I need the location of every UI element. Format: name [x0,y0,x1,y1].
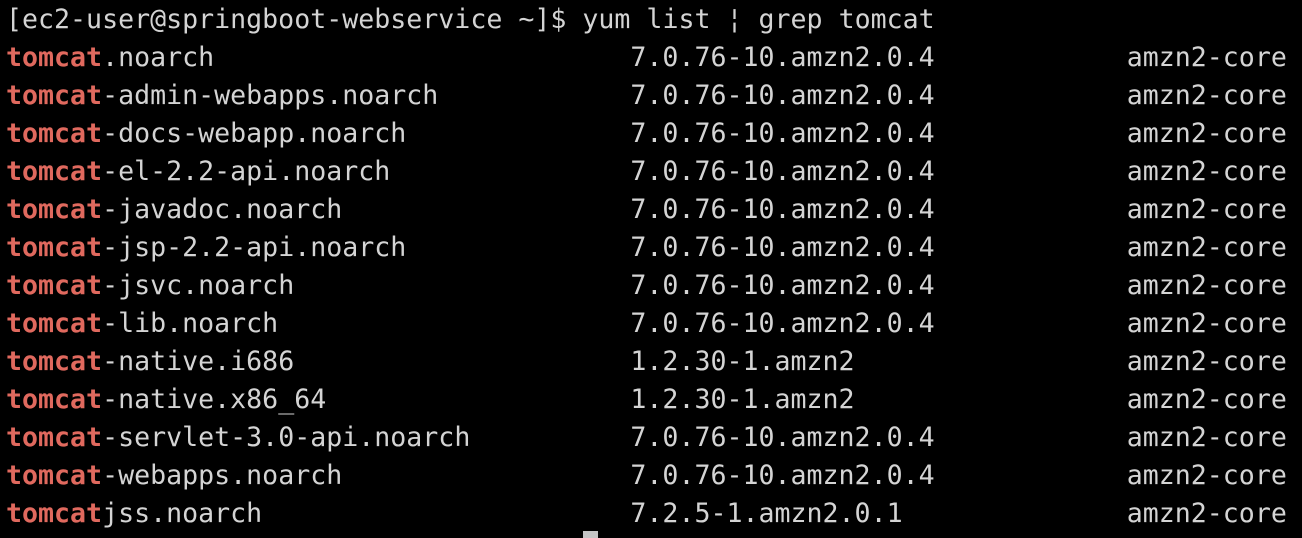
package-repo: amzn2-core [1126,118,1287,149]
package-repo: amzn2-core [1126,232,1287,263]
package-row: tomcat-jsvc.noarch 7.0.76-10.amzn2.0.4 amz… [6,267,1302,305]
package-version: 7.0.76-10.amzn2.0.4 [630,232,935,263]
package-name-rest: -servlet-3.0-api.noarch [102,422,471,453]
package-version: 7.0.76-10.amzn2.0.4 [630,42,935,73]
grep-match: tomcat [6,460,103,491]
package-name-rest: .noarch [102,42,215,73]
package-repo: amzn2-core [1126,80,1287,111]
package-repo: amzn2-core [1126,384,1287,415]
package-name: tomcat.noarch [6,39,630,77]
package-repo: amzn2-core [1126,156,1287,187]
package-repo: amzn2-core [1126,460,1287,491]
package-name-rest: -admin-webapps.noarch [102,80,439,111]
package-version: 7.0.76-10.amzn2.0.4 [630,460,935,491]
package-repo: amzn2-core [1126,194,1287,225]
package-name-rest: -native.x86_64 [102,384,327,415]
grep-match: tomcat [6,270,103,301]
package-row: tomcat-lib.noarch 7.0.76-10.amzn2.0.4 amzn… [6,305,1302,343]
package-row: tomcat-webapps.noarch 7.0.76-10.amzn2.0.4… [6,457,1302,495]
terminal-cursor [583,531,598,538]
package-row: tomcat-native.x86_64 1.2.30-1.amzn2 amzn2-… [6,381,1302,419]
grep-match: tomcat [6,346,103,377]
package-name-rest: -el-2.2-api.noarch [102,156,391,187]
package-row: tomcat.noarch 7.0.76-10.amzn2.0.4 amzn2-co… [6,39,1302,77]
package-name: tomcat-admin-webapps.noarch [6,77,630,115]
package-name-rest: -jsp-2.2-api.noarch [102,232,407,263]
package-name-rest: jss.noarch [102,498,263,529]
package-repo: amzn2-core [1126,270,1287,301]
package-name: tomcat-native.x86_64 [6,381,630,419]
grep-match: tomcat [6,156,103,187]
package-name: tomcat-jsvc.noarch [6,267,630,305]
grep-match: tomcat [6,498,103,529]
package-name: tomcatjss.noarch [6,495,630,533]
grep-match: tomcat [6,42,103,73]
package-name-rest: -javadoc.noarch [102,194,343,225]
package-version: 7.0.76-10.amzn2.0.4 [630,80,935,111]
package-row: tomcat-servlet-3.0-api.noarch 7.0.76-10.a… [6,419,1302,457]
package-name: tomcat-jsp-2.2-api.noarch [6,229,630,267]
package-version: 7.0.76-10.amzn2.0.4 [630,270,935,301]
grep-match: tomcat [6,232,103,263]
package-repo: amzn2-core [1126,422,1287,453]
package-name-rest: -lib.noarch [102,308,279,339]
package-repo: amzn2-core [1126,42,1287,73]
package-repo: amzn2-core [1126,308,1287,339]
package-name: tomcat-el-2.2-api.noarch [6,153,630,191]
package-name-rest: -jsvc.noarch [102,270,295,301]
package-name: tomcat-native.i686 [6,343,630,381]
command-line: [ec2-user@springboot-webservice ~]$ yum … [6,1,1302,39]
package-version: 7.0.76-10.amzn2.0.4 [630,194,935,225]
shell-prompt: [ec2-user@springboot-webservice ~]$ [6,4,583,35]
grep-match: tomcat [6,80,103,111]
package-row: tomcat-admin-webapps.noarch 7.0.76-10.amz… [6,77,1302,115]
package-version: 7.0.76-10.amzn2.0.4 [630,156,935,187]
package-version: 7.2.5-1.amzn2.0.1 [630,498,903,529]
typed-command: yum list ¦ grep tomcat [582,4,935,35]
grep-match: tomcat [6,308,103,339]
package-name: tomcat-docs-webapp.noarch [6,115,630,153]
package-row: tomcat-native.i686 1.2.30-1.amzn2 amzn2-co… [6,343,1302,381]
package-row: tomcat-jsp-2.2-api.noarch 7.0.76-10.amzn2… [6,229,1302,267]
package-version: 1.2.30-1.amzn2 [630,384,855,415]
grep-match: tomcat [6,118,103,149]
package-row: tomcat-docs-webapp.noarch 7.0.76-10.amzn2… [6,115,1302,153]
package-version: 7.0.76-10.amzn2.0.4 [630,118,935,149]
package-name: tomcat-javadoc.noarch [6,191,630,229]
package-name: tomcat-servlet-3.0-api.noarch [6,419,630,457]
package-repo: amzn2-core [1126,346,1287,377]
package-version: 7.0.76-10.amzn2.0.4 [630,422,935,453]
package-version: 7.0.76-10.amzn2.0.4 [630,308,935,339]
package-row: tomcatjss.noarch 7.2.5-1.amzn2.0.1 amzn2-c… [6,495,1302,533]
package-row: tomcat-el-2.2-api.noarch 7.0.76-10.amzn2.… [6,153,1302,191]
package-name: tomcat-webapps.noarch [6,457,630,495]
grep-match: tomcat [6,194,103,225]
grep-match: tomcat [6,384,103,415]
package-repo: amzn2-core [1126,498,1287,529]
package-name: tomcat-lib.noarch [6,305,630,343]
package-name-rest: -native.i686 [102,346,295,377]
package-row: tomcat-javadoc.noarch 7.0.76-10.amzn2.0.4… [6,191,1302,229]
package-name-rest: -docs-webapp.noarch [102,118,407,149]
package-version: 1.2.30-1.amzn2 [630,346,855,377]
grep-match: tomcat [6,422,103,453]
package-name-rest: -webapps.noarch [102,460,343,491]
